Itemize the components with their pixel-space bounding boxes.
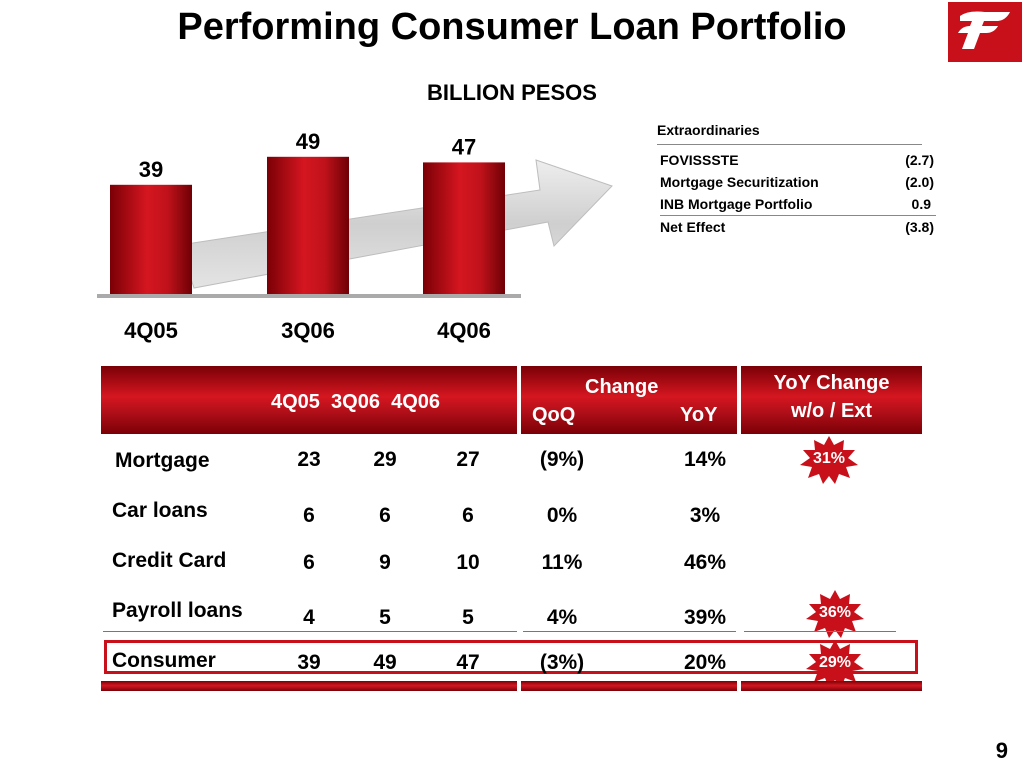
cell-qoq: 4%	[546, 606, 578, 629]
header-yoy: YoY	[680, 404, 718, 426]
chart-baseline	[97, 294, 521, 298]
trend-arrow	[179, 159, 613, 289]
bar-value-label: 39	[139, 157, 163, 182]
extraordinary-row: Mortgage Securitization (2.0)	[660, 171, 936, 193]
badge-value: 29%	[818, 654, 852, 671]
header-change: Change	[585, 376, 659, 398]
divider	[103, 631, 517, 632]
extraordinary-label: INB Mortgage Portfolio	[660, 196, 813, 212]
cell-qoq: (3%)	[539, 651, 585, 674]
row-label-car-loans: Car loans	[112, 499, 208, 522]
extraordinary-value: (2.0)	[905, 174, 934, 190]
bar-chart: 39 4Q05 49 3Q06 47 4Q06	[97, 129, 613, 343]
extraordinary-label: Mortgage Securitization	[660, 174, 819, 190]
cell-4q06: 27	[456, 448, 480, 471]
page-number: 9	[995, 738, 1008, 763]
table-footer-band	[741, 681, 922, 691]
bar-4Q05	[110, 184, 192, 294]
cell-3q06: 9	[379, 551, 391, 574]
table-footer-band	[101, 681, 517, 691]
cell-qoq: (9%)	[539, 448, 585, 471]
x-tick-label: 3Q06	[281, 318, 335, 343]
cell-3q06: 29	[373, 448, 397, 471]
cell-yoy: 3%	[689, 504, 721, 527]
cell-qoq: 11%	[541, 551, 583, 574]
cell-4q06: 10	[456, 551, 480, 574]
cell-4q05: 6	[303, 504, 315, 527]
badge-value: 31%	[812, 450, 846, 467]
row-label-mortgage: Mortgage	[115, 449, 210, 472]
cell-3q06: 49	[373, 651, 397, 674]
cell-qoq: 0%	[546, 504, 578, 527]
cell-4q06: 47	[456, 651, 480, 674]
cell-yoy: 39%	[683, 606, 727, 629]
bank-logo	[948, 2, 1022, 62]
divider	[657, 144, 922, 145]
header-periods: 4Q05 3Q06 4Q06	[271, 391, 441, 413]
cell-yoy: 14%	[683, 448, 727, 471]
table-header-yoy-wo-ext	[741, 366, 922, 434]
consumer-highlight-box	[104, 640, 918, 674]
x-tick-label: 4Q06	[437, 318, 491, 343]
cell-4q06: 6	[462, 504, 474, 527]
cell-3q06: 5	[379, 606, 391, 629]
row-label-consumer: Consumer	[112, 649, 216, 672]
row-label-payroll-loans: Payroll loans	[112, 599, 243, 622]
extraordinary-row: FOVISSSTE (2.7)	[660, 149, 936, 171]
extraordinary-net-row: Net Effect (3.8)	[660, 215, 936, 238]
extraordinary-value: (2.7)	[905, 152, 934, 168]
table-footer-band	[521, 681, 737, 691]
bar-value-label: 47	[452, 134, 476, 159]
divider	[523, 631, 736, 632]
bar-3Q06	[267, 156, 349, 294]
extraordinaries-title: Extraordinaries	[657, 122, 760, 138]
bar-value-label: 49	[296, 129, 320, 154]
cell-4q05: 39	[297, 651, 321, 674]
header-yoy-wo-ext-line2: w/o / Ext	[790, 400, 873, 422]
units-subtitle: BILLION PESOS	[427, 80, 597, 105]
bar-4Q06	[423, 162, 505, 294]
extraordinary-value: (3.8)	[905, 219, 934, 235]
header-qoq: QoQ	[532, 404, 576, 426]
cell-4q05: 6	[303, 551, 315, 574]
cell-3q06: 6	[379, 504, 391, 527]
extraordinary-label: Net Effect	[660, 219, 726, 235]
row-label-credit-card: Credit Card	[112, 549, 227, 572]
divider	[744, 631, 896, 632]
badge-value: 36%	[818, 604, 852, 621]
starburst-badge: 31%	[800, 436, 858, 484]
x-tick-label: 4Q05	[124, 318, 178, 343]
cell-4q06: 5	[462, 606, 474, 629]
extraordinary-value: 0.9	[911, 196, 931, 212]
starburst-badge: 29%	[806, 640, 864, 688]
cell-4q05: 4	[303, 606, 315, 629]
extraordinary-row: INB Mortgage Portfolio 0.9	[660, 193, 936, 215]
cell-yoy: 20%	[683, 651, 727, 674]
table-header-change	[521, 366, 737, 434]
cell-4q05: 23	[297, 448, 321, 471]
page-title: Performing Consumer Loan Portfolio	[177, 6, 847, 48]
starburst-badge: 36%	[806, 590, 864, 638]
cell-yoy: 46%	[683, 551, 727, 574]
table-header-periods	[101, 366, 517, 434]
header-yoy-wo-ext-line1: YoY Change	[773, 372, 890, 394]
extraordinary-label: FOVISSSTE	[660, 152, 739, 168]
